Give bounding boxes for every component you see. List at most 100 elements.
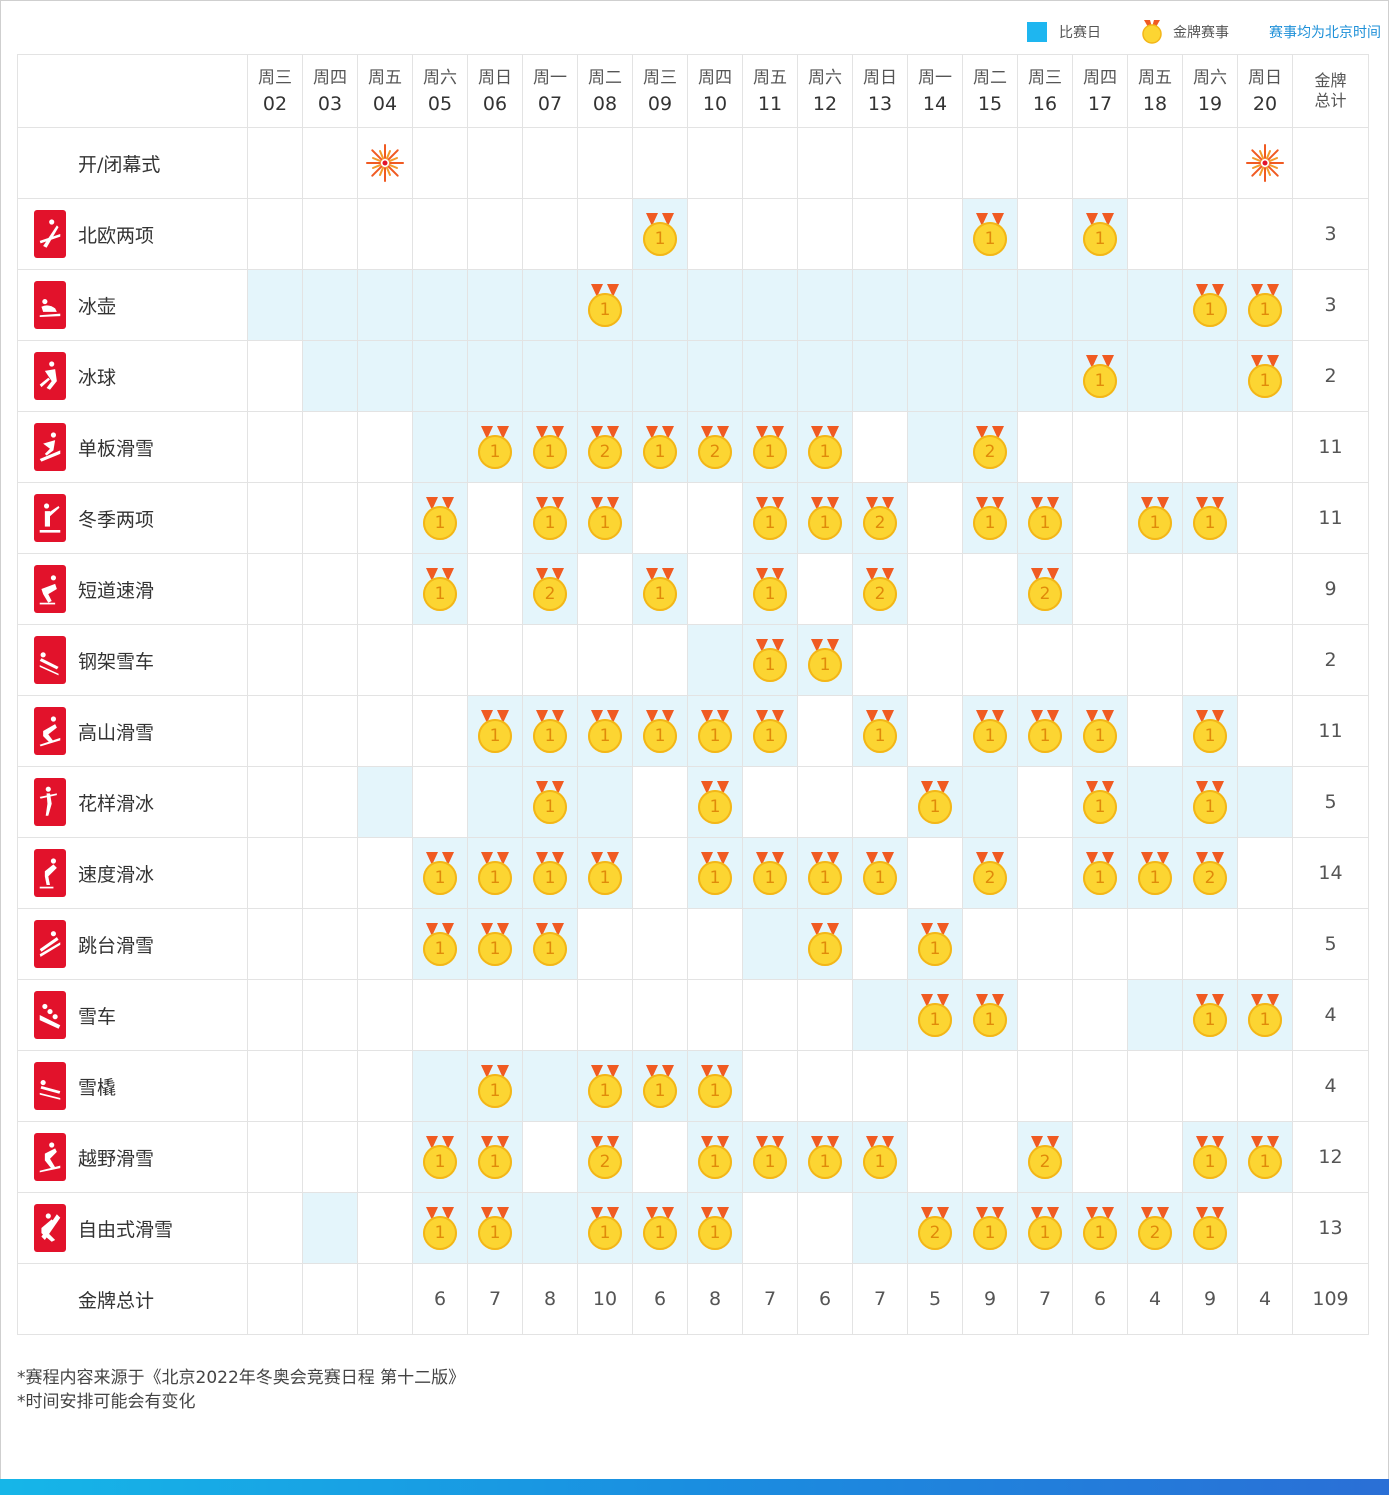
gold-medal-icon: 1: [1247, 994, 1283, 1040]
day-cell: [687, 979, 743, 1051]
sport-row[interactable]: 单板滑雪 1 1 2 1 2 1 1 2 11: [17, 411, 1369, 483]
competition-day-cell: 1: [742, 624, 798, 696]
day-header: 周五 11: [742, 54, 798, 128]
gold-medal-icon: 1: [807, 497, 843, 543]
sport-total: 4: [1292, 979, 1369, 1051]
day-cell: [247, 908, 303, 980]
gold-medal-icon: 1: [807, 1136, 843, 1182]
day-cell: [302, 908, 358, 980]
gold-medal-icon: 1: [477, 710, 513, 756]
sport-name-wrap: 单板滑雪: [18, 423, 247, 471]
sport-row[interactable]: 速度滑冰 1 1 1 1 1 1 1 1 2 1 1 2 14: [17, 837, 1369, 909]
weekday-label: 周三: [258, 68, 292, 88]
competition-day-cell: 1: [962, 695, 1018, 767]
medal-count: 1: [1083, 222, 1117, 256]
sport-name-cell: 钢架雪车: [17, 624, 248, 696]
gold-medal-icon: 2: [972, 426, 1008, 472]
day-cell: [1017, 766, 1073, 838]
day-cell: [247, 198, 303, 270]
competition-day-cell: 1: [632, 1192, 688, 1264]
competition-day-cell: 1: [962, 482, 1018, 554]
competition-day-cell: 1: [1237, 340, 1293, 412]
weekday-label: 周一: [533, 68, 567, 88]
sport-total: 11: [1292, 482, 1369, 554]
date-label: 20: [1252, 93, 1278, 115]
date-label: 02: [262, 93, 288, 115]
day-cell: [632, 624, 688, 696]
competition-day-cell: [687, 624, 743, 696]
weekday-label: 周六: [1193, 68, 1227, 88]
sport-row[interactable]: 冬季两项 1 1 1 1 1 2 1 1 1 1 11: [17, 482, 1369, 554]
competition-day-cell: [742, 269, 798, 341]
competition-day-cell: [907, 269, 963, 341]
day-cell: [357, 908, 413, 980]
medal-count: 1: [1193, 1216, 1227, 1250]
competition-day-cell: 1: [1182, 269, 1238, 341]
medal-count: 1: [753, 648, 787, 682]
sport-row[interactable]: 高山滑雪 1 1 1 1 1 1 1 1 1 1 1 11: [17, 695, 1369, 767]
gold-medal-icon: 1: [917, 994, 953, 1040]
ceremony-day-cell: [852, 127, 908, 199]
gold-medal-icon: [1142, 20, 1162, 44]
medal-count: 1: [588, 1216, 622, 1250]
bottom-gradient-bar: [0, 1479, 1389, 1495]
day-cell: [1072, 482, 1128, 554]
day-cell: [302, 482, 358, 554]
medal-count: 1: [1083, 790, 1117, 824]
medal-count: 1: [863, 719, 897, 753]
day-cell: [247, 482, 303, 554]
day-cell: [577, 979, 633, 1051]
day-cell: [357, 695, 413, 767]
day-cell: [907, 1121, 963, 1193]
day-cell: [1237, 553, 1293, 625]
sport-row[interactable]: 短道速滑 1 2 1 1 2 2 9: [17, 553, 1369, 625]
sport-name: 速度滑冰: [78, 863, 155, 886]
date-label: 18: [1142, 93, 1168, 115]
gold-medal-icon: 1: [1137, 852, 1173, 898]
medal-count: 1: [973, 1003, 1007, 1037]
gold-medal-icon: 1: [422, 497, 458, 543]
sport-row[interactable]: 冰球 1 1 2: [17, 340, 1369, 412]
day-header: 周六 19: [1182, 54, 1238, 128]
medal-count: 1: [753, 506, 787, 540]
competition-day-cell: [687, 340, 743, 412]
sport-row[interactable]: 跳台滑雪 1 1 1 1 1 5: [17, 908, 1369, 980]
competition-day-cell: 1: [852, 837, 908, 909]
sport-name-wrap: 跳台滑雪: [18, 920, 247, 968]
sport-row[interactable]: 花样滑冰 1 1 1 1 1 5: [17, 766, 1369, 838]
competition-day-cell: 1: [632, 411, 688, 483]
day-cell: [357, 411, 413, 483]
sport-row[interactable]: 雪橇 1 1 1 1 4: [17, 1050, 1369, 1122]
date-label: 19: [1197, 93, 1223, 115]
sport-row[interactable]: 北欧两项 1 1 1 3: [17, 198, 1369, 270]
gold-medal-icon: 1: [587, 284, 623, 330]
sport-name-cell: 冰壶: [17, 269, 248, 341]
medal-count: 1: [478, 932, 512, 966]
competition-day-cell: 1: [1182, 695, 1238, 767]
day-cell: [1072, 1121, 1128, 1193]
freestyle-icon: [34, 1204, 66, 1252]
sport-row[interactable]: 越野滑雪 1 1 2 1 1 1 1 2 1 1 12: [17, 1121, 1369, 1193]
gold-medal-icon: 1: [1192, 284, 1228, 330]
day-cell: [1072, 411, 1128, 483]
weekday-label: 周六: [808, 68, 842, 88]
competition-day-cell: 1: [1182, 979, 1238, 1051]
sport-row[interactable]: 雪车 1 1 1 1 4: [17, 979, 1369, 1051]
day-cell: [467, 979, 523, 1051]
competition-day-cell: [357, 766, 413, 838]
sport-name-wrap: 雪橇: [18, 1062, 247, 1110]
day-cell: [1127, 1050, 1183, 1122]
medal-count: 1: [423, 1145, 457, 1179]
gold-medal-icon: 1: [422, 923, 458, 969]
sport-row[interactable]: 冰壶 1 1 1 3: [17, 269, 1369, 341]
day-cell: [1017, 411, 1073, 483]
competition-day-cell: 1: [907, 766, 963, 838]
gold-medal-icon: 1: [1082, 213, 1118, 259]
competition-day-cell: 1: [1182, 482, 1238, 554]
sport-row[interactable]: 自由式滑雪 1 1 1 1 1 2 1 1 1 2 1 13: [17, 1192, 1369, 1264]
gold-medal-icon: 1: [1082, 1207, 1118, 1253]
sport-row[interactable]: 钢架雪车 1 1 2: [17, 624, 1369, 696]
day-total: 6: [797, 1263, 853, 1335]
sport-name-cell: 短道速滑: [17, 553, 248, 625]
competition-day-cell: 1: [742, 695, 798, 767]
